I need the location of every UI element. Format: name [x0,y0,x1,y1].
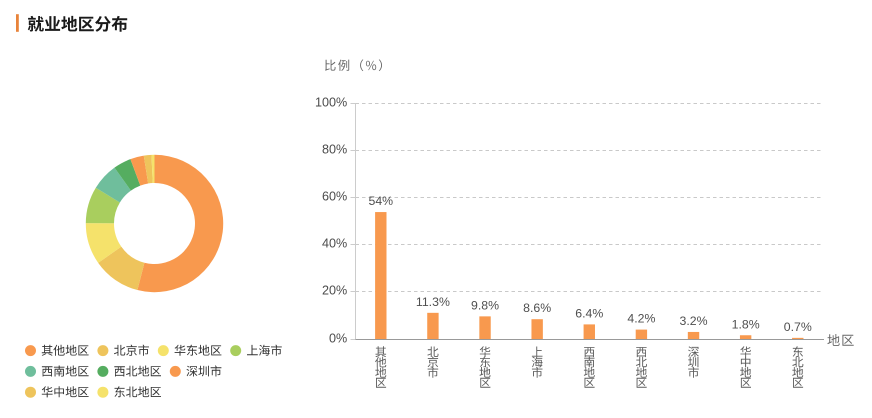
svg-text:1.8%: 1.8% [732,317,760,331]
svg-text:40%: 40% [322,236,347,250]
svg-text:9.8%: 9.8% [471,298,499,312]
svg-text:54%: 54% [368,194,393,208]
svg-text:20%: 20% [322,283,347,297]
svg-text:60%: 60% [322,189,347,203]
svg-text:0%: 0% [329,331,347,345]
svg-text:100%: 100% [315,95,347,109]
svg-text:4.2%: 4.2% [627,312,655,326]
svg-text:11.3%: 11.3% [416,295,450,309]
svg-text:3.2%: 3.2% [680,314,708,328]
svg-text:0.7%: 0.7% [784,320,812,334]
svg-text:80%: 80% [322,142,347,156]
svg-text:8.6%: 8.6% [523,301,551,315]
svg-text:6.4%: 6.4% [575,306,603,320]
